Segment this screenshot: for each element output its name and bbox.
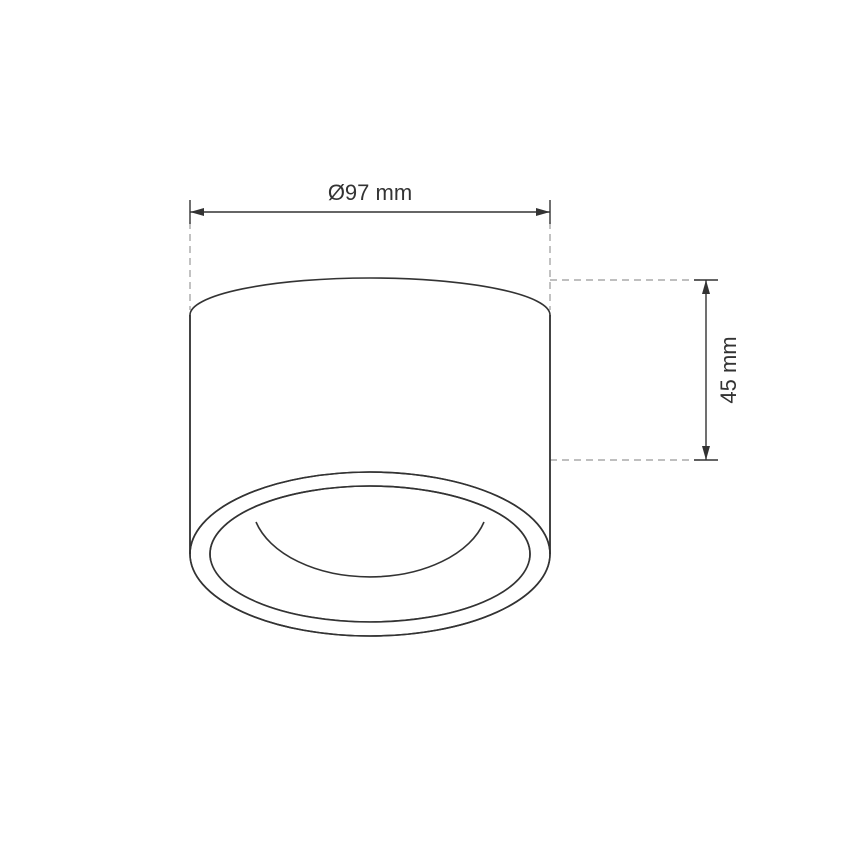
diameter-label: Ø97 mm xyxy=(328,180,412,205)
technical-drawing: Ø97 mm 45 mm xyxy=(0,0,868,868)
height-dimension: 45 mm xyxy=(694,280,741,460)
diameter-dimension: Ø97 mm xyxy=(190,180,550,224)
height-label: 45 mm xyxy=(716,336,741,403)
